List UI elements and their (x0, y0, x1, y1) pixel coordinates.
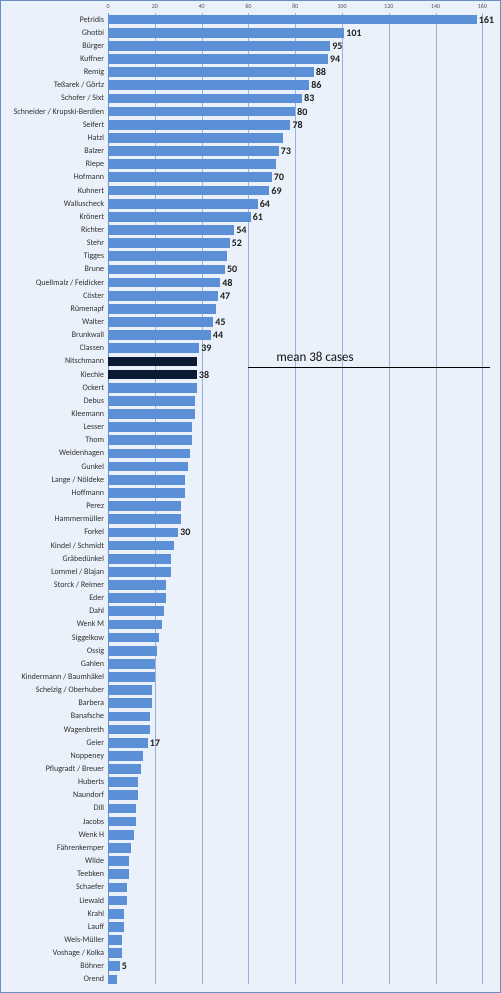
category-label: Pflugradt / Breuer (46, 765, 108, 773)
category-label: Kuhnert (78, 187, 108, 195)
category-label: Wenk M (77, 620, 108, 628)
category-label: Barbera (78, 699, 108, 707)
category-label: Schelzig / Oberhuber (36, 686, 108, 694)
category-label: Remig (84, 68, 108, 76)
category-label: Fährenkemper (57, 844, 108, 852)
mean-label: mean 38 cases (276, 350, 353, 365)
category-label: Perez (86, 502, 108, 510)
category-label: Krönert (79, 213, 108, 221)
category-label: Quellmalz / Feidicker (36, 279, 108, 287)
category-label: Dahl (89, 607, 108, 615)
category-label: Petridis (80, 16, 108, 24)
category-label: Ossig (87, 647, 108, 655)
category-label: Tigges (84, 252, 108, 260)
mean-line (248, 367, 490, 368)
category-label: Walter (82, 318, 108, 326)
category-label: Wagenbreth (64, 726, 108, 734)
category-label: Ghotbi (82, 29, 108, 37)
category-label: Kindermann / Baumhäkel (21, 673, 108, 681)
x-tick-label: 120 (384, 2, 393, 10)
category-label: Riepe (86, 160, 108, 168)
chart-container: 020406080100120140160 Petridis161Ghotbi1… (0, 0, 501, 993)
category-label: Dill (94, 804, 108, 812)
category-label: Schofer / Sixt (61, 94, 108, 102)
category-label: Forkel (84, 528, 108, 536)
category-label: Debus (84, 397, 108, 405)
plot-area: 020406080100120140160 Petridis161Ghotbi1… (108, 13, 494, 984)
category-label: Stehr (87, 239, 108, 247)
category-label: Ockert (82, 384, 108, 392)
category-label: Brunkwall (72, 331, 108, 339)
category-label: Banafsche (71, 712, 108, 720)
x-tick-label: 100 (337, 2, 346, 10)
category-label: Classen (80, 344, 108, 352)
category-label: Weis-Müller (64, 936, 108, 944)
category-label: Huberts (78, 778, 108, 786)
category-label: Walluscheck (64, 200, 108, 208)
category-label: Böhner (80, 962, 108, 970)
category-label: Hoffmann (72, 489, 109, 497)
category-label: Krahl (87, 910, 108, 918)
x-tick-label: 60 (245, 2, 251, 10)
category-label: Weidenhagen (59, 449, 108, 457)
category-label: Richter (81, 226, 108, 234)
category-label: Teebken (77, 870, 108, 878)
category-label: Gunkel (81, 463, 108, 471)
category-label: Cöster (83, 292, 108, 300)
category-label: Wenk H (79, 831, 108, 839)
mean-annotation: mean 38 cases (108, 13, 494, 984)
category-label: Schneider / Krupski-Berdien (14, 108, 108, 116)
category-label: Kindel / Schmidt (51, 542, 108, 550)
category-label: Geier (86, 739, 108, 747)
category-label: Rümenapf (70, 305, 108, 313)
category-label: Jacobs (83, 818, 108, 826)
category-label: Noppeney (70, 752, 108, 760)
category-label: Lommel / Blajan (51, 568, 108, 576)
category-label: Lesser (84, 423, 108, 431)
category-label: Seifert (83, 121, 108, 129)
category-label: Balzer (84, 147, 108, 155)
category-label: Liewald (79, 897, 108, 905)
category-label: Eder (89, 594, 108, 602)
category-label: Thom (85, 436, 108, 444)
category-label: Naundorf (73, 791, 108, 799)
category-label: Teßarek / Görtz (54, 81, 108, 89)
category-label: Kuffner (80, 55, 108, 63)
category-label: Storck / Reimer (54, 581, 108, 589)
category-label: Schaefer (76, 883, 108, 891)
category-label: Brune (84, 265, 108, 273)
category-label: Lauff (88, 923, 108, 931)
category-label: Hatzl (88, 134, 108, 142)
category-label: Orend (84, 975, 108, 983)
category-label: Hofmann (74, 173, 108, 181)
category-label: Nitschmann (65, 357, 108, 365)
category-label: Bürger (82, 42, 108, 50)
category-label: Kiechle (81, 371, 108, 379)
x-tick-label: 140 (431, 2, 440, 10)
x-tick-label: 40 (199, 2, 205, 10)
category-label: Gahlen (81, 660, 108, 668)
x-tick-label: 80 (292, 2, 298, 10)
x-tick-label: 160 (478, 2, 487, 10)
x-tick-label: 0 (106, 2, 109, 10)
category-label: Voshage / Kolka (53, 949, 108, 957)
category-label: Wilde (85, 857, 108, 865)
category-label: Siggelkow (72, 634, 108, 642)
category-label: Hammermüller (55, 515, 108, 523)
x-tick-label: 20 (152, 2, 158, 10)
category-label: Kleemann (71, 410, 108, 418)
category-label: Lange / Nöldeke (51, 476, 108, 484)
category-label: Gräbedünkel (63, 555, 109, 563)
